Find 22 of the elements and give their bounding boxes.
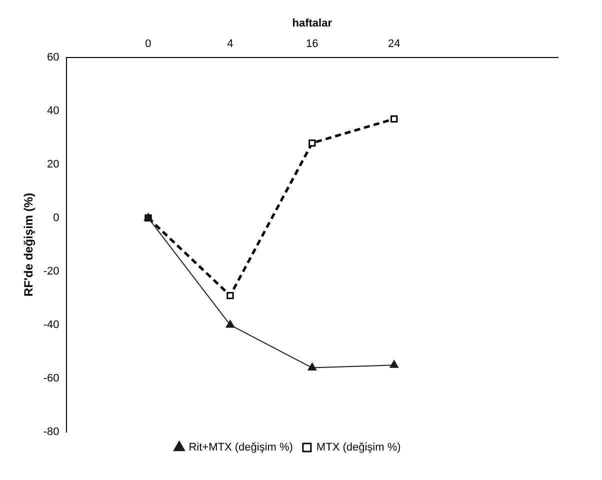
y-tick-label: 40 <box>47 104 60 117</box>
y-tick-label: -80 <box>43 426 60 438</box>
y-tick-label: 0 <box>53 212 60 224</box>
y-tick-label: -60 <box>43 372 60 385</box>
y-tick-label: -20 <box>43 265 60 278</box>
x-tick-label: 16 <box>306 38 318 50</box>
point <box>226 292 234 300</box>
y-tick-label: 20 <box>47 158 60 170</box>
y-tick-label: -40 <box>43 319 60 332</box>
x-tick-label: 0 <box>145 38 152 50</box>
point <box>390 115 398 123</box>
legend-label: MTX (değişim %) <box>316 442 401 454</box>
legend-label: Rit+MTX (değişim %) <box>188 442 293 454</box>
point <box>308 139 316 147</box>
y-tick-label: 60 <box>47 51 60 64</box>
point <box>308 363 316 371</box>
point <box>390 360 398 368</box>
x-axis-title: haftalar <box>292 18 333 30</box>
y-axis-title: RF'de değişim (%) <box>22 192 36 296</box>
x-tick-label: 24 <box>388 38 400 50</box>
x-tick-label: 4 <box>227 38 234 50</box>
point <box>226 320 234 328</box>
